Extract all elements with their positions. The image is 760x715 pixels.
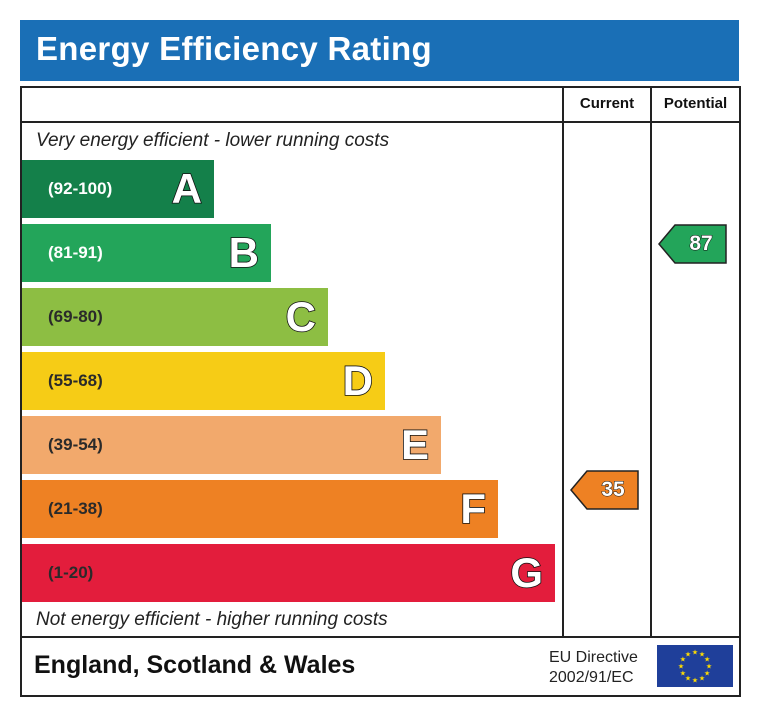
band-range: (21-38): [48, 499, 103, 518]
potential-rating-value: 87: [689, 232, 713, 256]
title-bar: Energy Efficiency Rating: [20, 20, 739, 81]
footer-divider: [22, 636, 739, 638]
band-range: (81-91): [48, 243, 103, 262]
current-column-divider: [562, 88, 564, 638]
band-letter: D: [342, 356, 374, 405]
rating-chart: Current Potential Very energy efficient …: [20, 86, 741, 697]
band-range: (55-68): [48, 371, 103, 390]
arrow-marker-icon: [658, 224, 727, 264]
eu-star-icon: ★: [680, 670, 686, 678]
bottom-note: Not energy efficient - higher running co…: [36, 609, 388, 630]
band-range: (39-54): [48, 435, 103, 454]
band-a: (92-100) A: [22, 160, 214, 218]
eu-stars-icon: ★ ★★★★★★★★★★★: [678, 649, 712, 685]
eu-directive: EU Directive 2002/91/EC: [549, 648, 638, 688]
eu-star-icon: ★: [678, 663, 684, 671]
country-label: England, Scotland & Wales: [34, 651, 356, 679]
band-c: (69-80) C: [22, 288, 328, 346]
directive-line-2: 2002/91/EC: [549, 669, 634, 686]
band-range: (69-80): [48, 307, 103, 326]
potential-rating-marker: 87: [658, 224, 728, 264]
band-letter: B: [228, 228, 260, 277]
band-letter: E: [400, 420, 430, 469]
arrow-marker-icon: [570, 470, 639, 510]
current-rating-marker: 35: [570, 470, 640, 510]
band-d: (55-68) D: [22, 352, 385, 410]
page-title: Energy Efficiency Rating: [36, 30, 432, 67]
band-range: (92-100): [48, 179, 113, 198]
band-f: (21-38) F: [22, 480, 498, 538]
header-divider: [22, 121, 739, 123]
eu-star-icon: ★: [685, 650, 691, 658]
band-g: (1-20) G: [22, 544, 555, 602]
band-b: (81-91) B: [22, 224, 271, 282]
eu-star-icon: ★: [685, 675, 691, 683]
band-letter: C: [285, 292, 317, 341]
band-letter: A: [171, 164, 203, 213]
potential-column-divider: [650, 88, 652, 638]
eu-star-icon: ★: [692, 677, 698, 685]
directive-line-1: EU Directive: [549, 649, 638, 666]
eu-star-icon: ★: [692, 649, 698, 657]
top-note: Very energy efficient - lower running co…: [36, 130, 390, 151]
eu-star-icon: ★: [706, 663, 712, 671]
potential-column-header: Potential: [663, 95, 728, 112]
eu-flag-icon: ★ ★ ★ ★ ★ ★ ★ ★ ★ ★ ★ ★: [657, 645, 733, 687]
current-rating-value: 35: [601, 478, 625, 502]
current-column-header: Current: [579, 95, 635, 112]
eu-star-icon: ★: [699, 675, 705, 683]
band-letter: G: [510, 548, 544, 597]
eu-star-icon: ★: [699, 650, 705, 658]
eu-star-icon: ★: [680, 656, 686, 664]
band-e: (39-54) E: [22, 416, 441, 474]
band-range: (1-20): [48, 563, 94, 582]
band-letter: F: [460, 484, 487, 533]
eu-star-icon: ★: [704, 656, 710, 664]
eu-star-icon: ★: [704, 670, 710, 678]
